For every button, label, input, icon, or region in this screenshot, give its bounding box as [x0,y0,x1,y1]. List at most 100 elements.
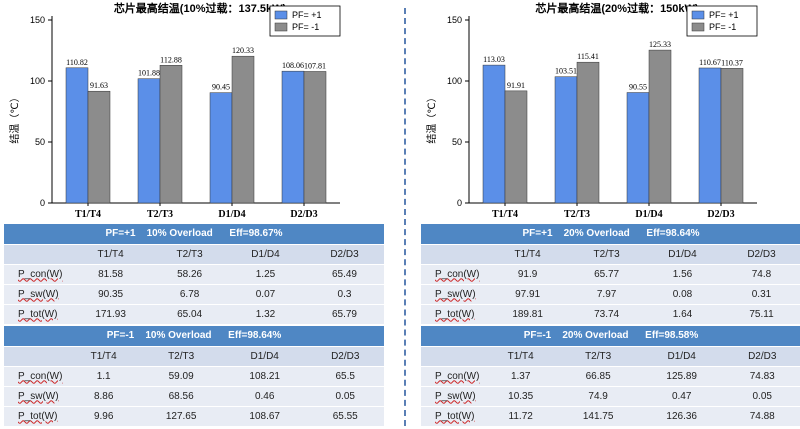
chart-left: 芯片最高结温(10%过载：137.5kW) 0 50 100 150 结温（℃） T1/T4… [8,1,341,220]
table-cell: 59.09 [139,366,223,387]
y-tick-label: 150 [447,15,462,25]
table-cell: 75.11 [721,304,800,325]
y-axis-label: 结温（℃） [8,92,21,143]
row-label: P_con(W) [4,264,68,285]
table-cell: 74.8 [721,264,800,285]
column-header [421,244,485,265]
y-tick-label: 50 [452,137,462,147]
legend-label: PF= -1 [292,22,319,32]
table-cell: 74.83 [723,366,800,387]
table-cell: 8.86 [68,386,140,407]
left-panel: 芯片最高结温(10%过载：137.5kW) 0 50 100 150 结温（℃） T1/T4… [0,0,390,429]
table-cell: 73.74 [570,304,643,325]
column-header: D2/D3 [721,244,800,265]
table-cell: 0.3 [304,284,384,305]
table-cell: 90.35 [68,284,154,305]
legend-label: PF= +1 [292,10,322,20]
data-label: 108.06 [282,61,304,70]
table-cell: 0.31 [721,284,800,305]
column-header [4,346,68,367]
row-label: P_sw(W) [421,284,485,305]
column-header: D2/D3 [723,346,800,367]
chart-right: 芯片最高结温(20%过载：150kW) 0 50 100 150 结温（℃） T1/T4 11… [425,1,758,220]
bar-pf-pos [554,76,578,204]
legend-swatch [274,22,288,32]
table-row: P_con(W) 1.1 59.09 108.21 65.5 [4,366,384,387]
table-cell: 127.65 [139,406,223,427]
table-cell: 97.91 [485,284,571,305]
table-cell: 1.1 [68,366,140,387]
table-cell: 91.9 [485,264,571,285]
table-cell: 126.36 [639,406,724,427]
bar-pf-neg [159,65,183,204]
table-cell: 11.72 [485,406,557,427]
data-label: 110.82 [66,58,88,67]
table-cell: 65.79 [304,304,384,325]
data-label: 113.03 [483,55,505,64]
table-row: P_sw(W) 10.35 74.9 0.47 0.05 [421,386,800,407]
y-tick-label: 100 [30,76,45,86]
column-header: T2/T3 [556,346,640,367]
data-label: 91.63 [90,81,108,90]
data-label: 107.81 [304,61,326,70]
bar-pf-neg [87,90,111,204]
table-cell: 1.56 [642,264,722,285]
table-cell: 141.75 [556,406,640,427]
table-row: P_tot(W) 189.81 73.74 1.64 75.11 [421,304,800,325]
x-tick-label: T1/T4 [75,209,101,220]
row-label: P_con(W) [421,264,485,285]
table-left-pf-pos: PF=+1 10% Overload Eff=98.67% T1/T4 T2/T3 D… [4,224,384,325]
table-cell: 66.85 [556,366,640,387]
bar-pf-neg [231,55,255,204]
table-cell: 108.67 [222,406,307,427]
row-label: P_tot(W) [421,304,485,325]
column-header: D2/D3 [304,244,384,265]
row-label: P_tot(W) [421,406,485,427]
table-cell: 0.05 [306,386,384,407]
table-header-bar: PF=-1 20% Overload Eff=98.58% [421,326,800,347]
table-cell: 65.55 [306,406,384,427]
row-label: P_sw(W) [4,386,68,407]
table-cell: 0.07 [225,284,305,305]
table-right-pf-neg: PF=-1 20% Overload Eff=98.58% T1/T4 T2/T3 D… [421,326,800,427]
table-row: P_tot(W) 9.96 127.65 108.67 65.55 [4,406,384,427]
table-row: P_tot(W) 171.93 65.04 1.32 65.79 [4,304,384,325]
table-header-bar: PF=-1 10% Overload Eff=98.64% [4,326,384,347]
table-row: P_sw(W) 8.86 68.56 0.46 0.05 [4,386,384,407]
table-cell: 1.37 [485,366,557,387]
row-label: P_sw(W) [4,284,68,305]
y-tick-label: 0 [40,198,45,208]
data-label: 115.41 [577,52,599,61]
table-header-bar: PF=+1 20% Overload Eff=98.64% [421,224,800,245]
data-label: 110.37 [721,58,743,67]
legend-label: PF= -1 [709,22,736,32]
table-row: P_tot(W) 11.72 141.75 126.36 74.88 [421,406,800,427]
bar-pf-neg [303,71,327,204]
data-label: 110.67 [699,58,721,67]
x-tick-label: T2/T3 [564,209,590,220]
table-cell: 6.78 [153,284,226,305]
bar-pf-pos [281,70,305,204]
bar-pf-pos [209,92,233,204]
column-header: T1/T4 [485,244,571,265]
table-cell: 68.56 [139,386,223,407]
bar-pf-pos [137,78,161,204]
panel-divider [404,8,406,426]
table-cell: 7.97 [570,284,643,305]
row-label: P_con(W) [421,366,485,387]
table-row: P_con(W) 81.58 58.26 1.25 65.49 [4,264,384,285]
bar-pf-neg [504,90,528,204]
column-header: T2/T3 [570,244,643,265]
data-label: 90.45 [212,83,230,92]
data-label: 103.51 [555,67,577,76]
bar-pf-pos [626,92,650,204]
table-cell: 189.81 [485,304,571,325]
column-header [4,244,68,265]
chart-title: 芯片最高结温(20%过载：150kW) [535,1,699,15]
bar-pf-pos [698,67,722,204]
row-label: P_tot(W) [4,304,68,325]
table-cell: 65.5 [306,366,384,387]
column-header: T1/T4 [68,346,140,367]
chart-title: 芯片最高结温(10%过载：137.5kW) [114,1,287,15]
row-label: P_sw(W) [421,386,485,407]
